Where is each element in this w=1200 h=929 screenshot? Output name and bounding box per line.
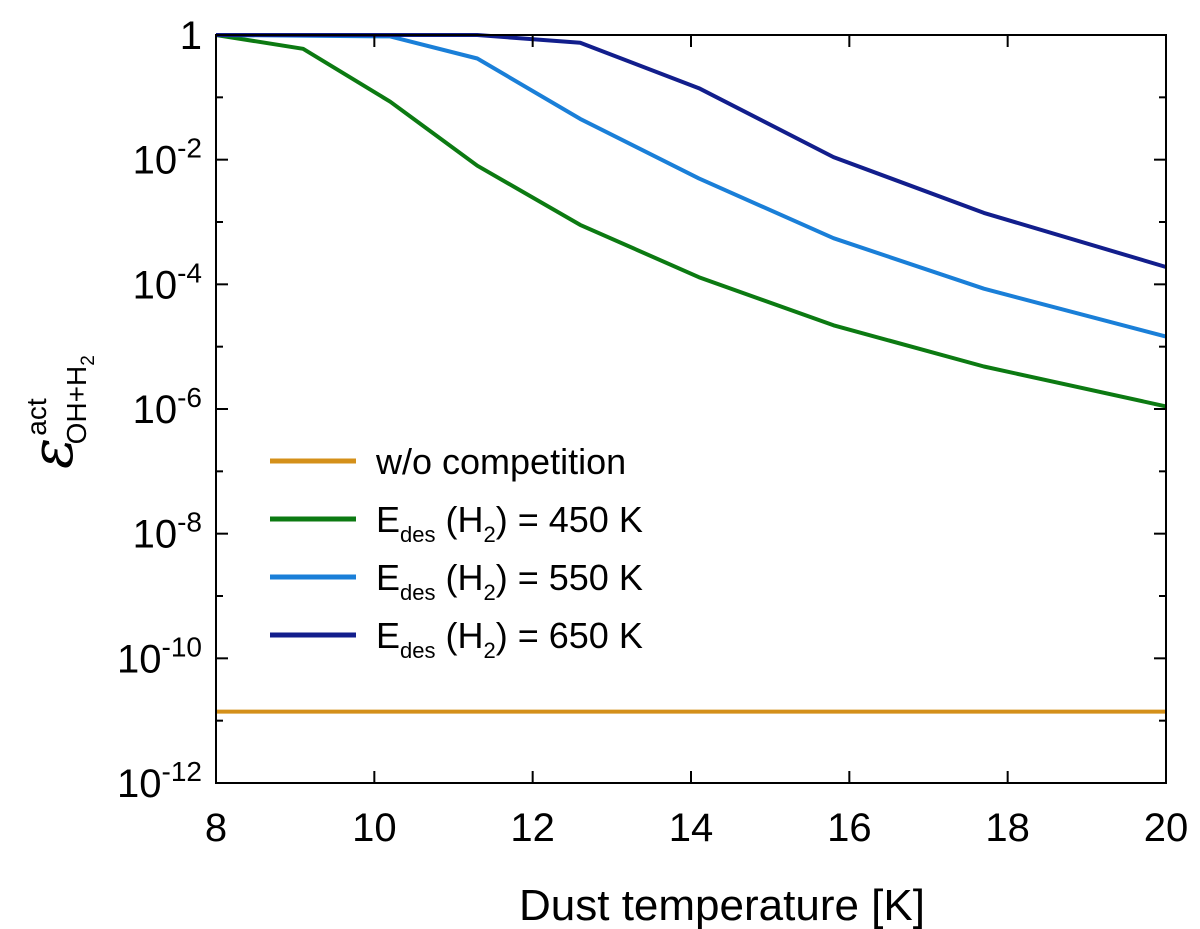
x-tick-label: 16 bbox=[827, 806, 872, 850]
x-tick-label: 20 bbox=[1144, 806, 1189, 850]
legend: w/o competition Edes (H2) = 450 K Edes (H2… bbox=[270, 441, 643, 663]
x-tick-label: 12 bbox=[510, 806, 555, 850]
y-tick-label: 10-2 bbox=[133, 133, 202, 183]
tick-layer: 8 10 12 14 16 18 20 1 10-2 10-4 10-6 10-8 10-10 10-12 bbox=[117, 14, 1188, 850]
x-tick-label: 10 bbox=[352, 806, 397, 850]
legend-label-4: Edes (H2) = 650 K bbox=[376, 615, 643, 663]
legend-label-1: w/o competition bbox=[375, 441, 626, 482]
series-line-3 bbox=[215, 33, 1167, 339]
y-axis-subscript-sub: 2 bbox=[78, 355, 99, 366]
x-tick-label: 18 bbox=[985, 806, 1030, 850]
y-tick-label: 10-10 bbox=[117, 631, 202, 681]
y-tick-label: 1 bbox=[180, 14, 202, 58]
legend-label-3: Edes (H2) = 550 K bbox=[376, 557, 643, 605]
x-axis-label: Dust temperature [K] bbox=[519, 881, 925, 929]
y-tick-label: 10-12 bbox=[117, 756, 202, 806]
y-axis-superscript: act bbox=[21, 398, 52, 436]
y-axis-label: εact OH+H2 bbox=[18, 355, 99, 469]
y-tick-label: 10-4 bbox=[133, 257, 202, 307]
y-axis-subscript: OH+H bbox=[61, 366, 92, 445]
x-tick-label: 14 bbox=[669, 806, 714, 850]
x-tick-label: 8 bbox=[205, 806, 227, 850]
y-tick-label: 10-6 bbox=[133, 382, 202, 432]
y-axis-symbol: ε bbox=[18, 438, 86, 469]
y-tick-label: 10-8 bbox=[133, 507, 202, 557]
series-line-2 bbox=[215, 33, 1167, 409]
legend-label-2: Edes (H2) = 450 K bbox=[376, 499, 643, 547]
